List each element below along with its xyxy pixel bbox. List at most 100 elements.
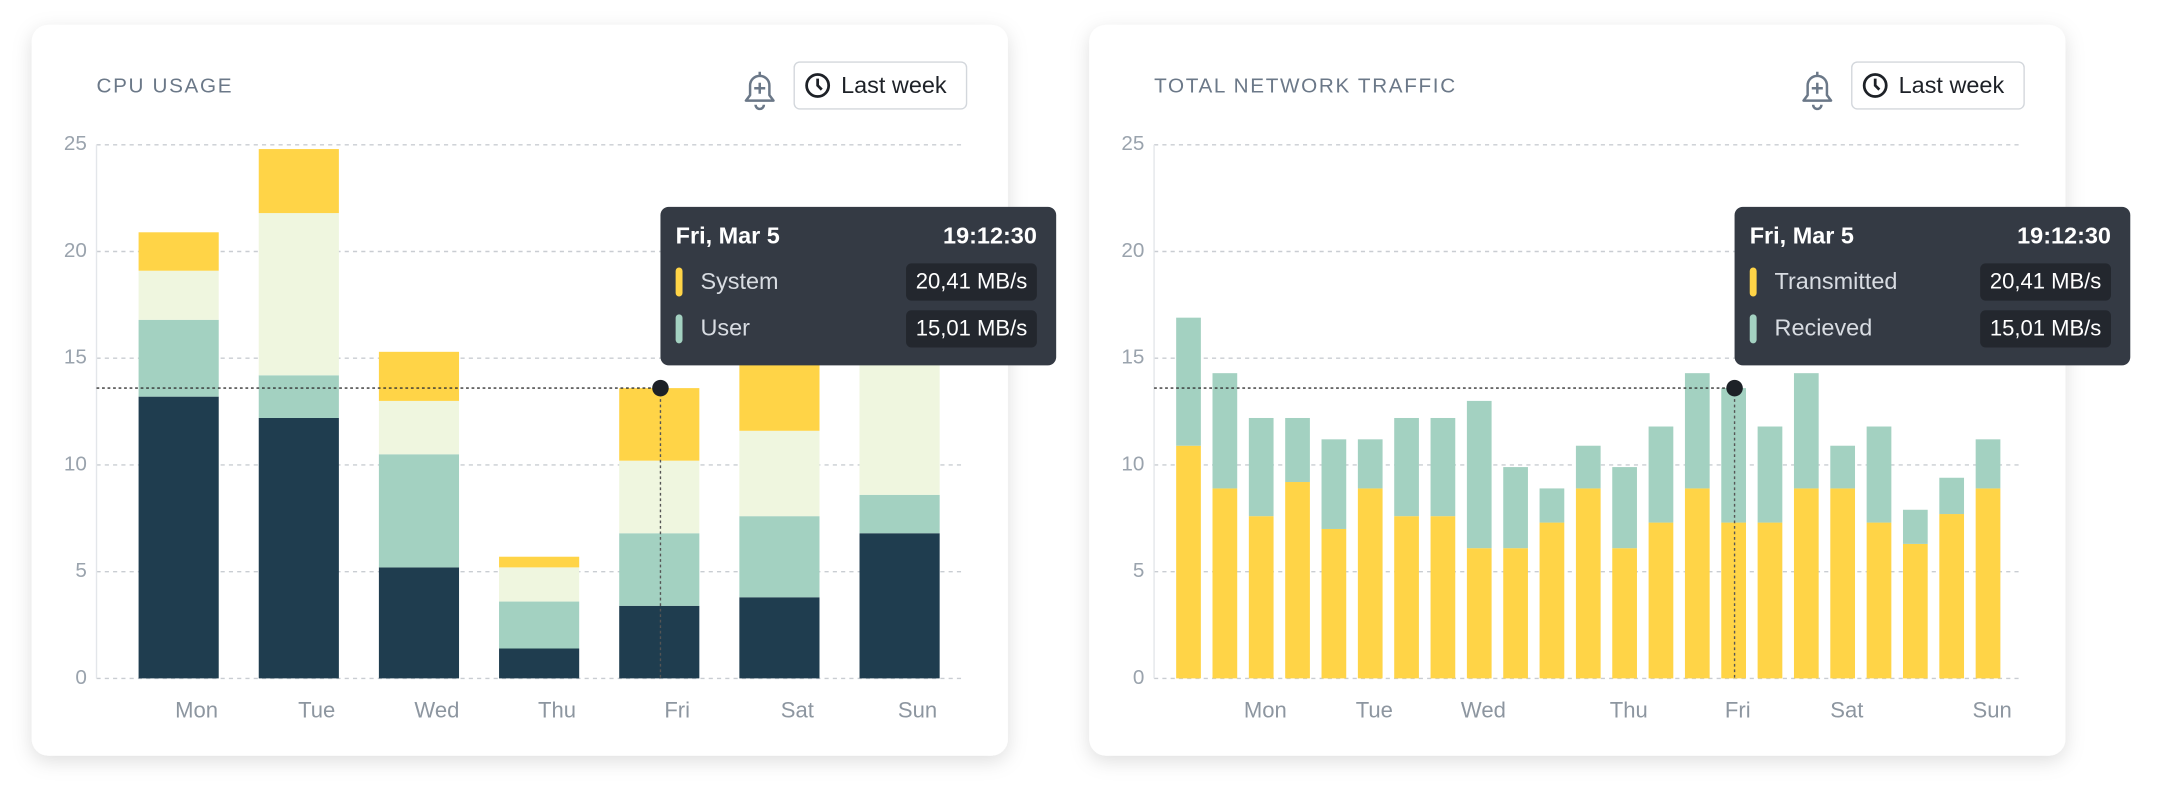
bar-segment (1176, 317, 1201, 446)
bar-segment (619, 533, 700, 606)
y-tick-label: 15 (1121, 346, 1144, 369)
bar-segment (1503, 467, 1528, 549)
bar-segment (378, 567, 460, 679)
bar-segment (1321, 528, 1347, 679)
x-tick-label: Sat (781, 697, 814, 722)
bar-segment (1721, 522, 1746, 679)
bar-segment (1975, 488, 2001, 679)
time-range-button[interactable]: Last week (793, 61, 968, 110)
x-tick-label: Thu (1610, 697, 1648, 722)
bar-segment (1866, 426, 1892, 523)
crosshair-dot (652, 379, 669, 397)
y-tick-label: 10 (64, 452, 87, 475)
x-tick-label: Mon (175, 697, 218, 722)
x-tick-label: Sun (898, 697, 937, 722)
tooltip-time: 19:12:30 (943, 222, 1037, 248)
bar-segment (1721, 388, 1746, 523)
chart-card: CPU USAGE Last week 0 5 10 15 20 25 Mon Tue Wed Thu… (31, 24, 1057, 756)
y-tick-label: 0 (1133, 666, 1145, 689)
bar-segment (1212, 488, 1238, 679)
x-tick-label: Wed (1461, 697, 1506, 722)
bar-segment (258, 417, 339, 679)
bar-segment (1394, 417, 1419, 517)
bar-segment (1466, 548, 1492, 679)
x-tick-label: Mon (1244, 697, 1287, 722)
bar-segment (739, 430, 820, 517)
tooltip-swatch (675, 267, 683, 297)
tooltip-value-box (906, 310, 1037, 348)
clock-hands (816, 78, 823, 91)
x-tick-label: Fri (1725, 697, 1751, 722)
bar-segment (1321, 439, 1347, 529)
tooltip-value-box (1980, 263, 2111, 301)
tooltip-value: 20,41 MB/s (1990, 268, 2102, 293)
bar-segment (619, 460, 700, 534)
button-frame (1851, 61, 2025, 110)
bell-icon[interactable] (744, 71, 775, 111)
tooltip-date: Fri, Mar 5 (1750, 222, 1854, 248)
tooltip-value: 15,01 MB/s (916, 315, 1028, 340)
bar-segment (1539, 522, 1565, 679)
bar-segment (1285, 482, 1310, 679)
y-tick-label: 15 (64, 346, 87, 369)
bar-segment (1684, 373, 1710, 489)
bar-segment (1902, 543, 1928, 679)
tooltip-label: Recieved (1775, 315, 1873, 341)
bar-segment (1830, 445, 1856, 489)
time-range-button[interactable]: Last week (1851, 61, 2025, 110)
y-tick-label: 20 (1121, 239, 1144, 262)
bar-segment (1757, 522, 1783, 679)
y-tick-label: 5 (1133, 559, 1145, 582)
bar-segment (499, 648, 580, 679)
chart-title: CPU USAGE (97, 74, 234, 97)
tooltip: Fri, Mar 5 19:12:30 Transmitted 20,41 MB/s R… (1734, 206, 2131, 366)
bar-segment (1212, 373, 1238, 489)
bar-segment (1902, 509, 1928, 544)
bar-segment (1866, 522, 1892, 679)
bar-segment (258, 149, 339, 214)
bar-segment (859, 494, 940, 534)
tooltip-swatch (675, 314, 683, 344)
x-tick-label: Fri (664, 697, 690, 722)
x-tick-label: Thu (538, 697, 576, 722)
bar-segment (1357, 439, 1383, 489)
bar-segment (499, 601, 580, 649)
clock-hands (1873, 78, 1881, 91)
bar-segment (739, 516, 820, 598)
bar-segment (138, 396, 219, 679)
bar-segment (1285, 417, 1310, 483)
bar-segment (1939, 514, 1965, 679)
x-tick-label: Tue (1356, 697, 1393, 722)
tooltip-swatch (1749, 314, 1757, 344)
bar-segment (1430, 516, 1456, 679)
bar-segment (378, 351, 460, 401)
clock-icon (1862, 73, 1888, 98)
bar-segment (859, 533, 940, 679)
tooltip-label: User (700, 315, 750, 341)
y-tick-label: 5 (75, 559, 87, 582)
chart-title: TOTAL NETWORK TRAFFIC (1154, 74, 1457, 97)
bell-icon[interactable] (1802, 71, 1833, 111)
bar-segment (499, 567, 580, 602)
bar-segment (1757, 426, 1783, 523)
bar-segment (1176, 445, 1201, 679)
tooltip-time: 19:12:30 (2017, 222, 2111, 248)
button-label: Last week (841, 72, 947, 98)
bar-segment (1248, 516, 1274, 679)
tooltip-label: System (700, 268, 778, 294)
bar-segment (138, 319, 219, 397)
bar-segment (1575, 445, 1601, 489)
tooltip-label: Transmitted (1775, 268, 1898, 294)
bar-segment (378, 400, 460, 455)
bar-segment (1830, 488, 1856, 679)
bar-segment (1648, 522, 1674, 679)
x-tick-label: Sat (1830, 697, 1863, 722)
bar-segment (138, 270, 219, 320)
bar-segment (1939, 477, 1965, 515)
bar-segment (619, 388, 700, 461)
y-tick-label: 0 (75, 666, 87, 689)
bar-segment (1793, 373, 1819, 489)
bar-segment (1612, 467, 1637, 549)
